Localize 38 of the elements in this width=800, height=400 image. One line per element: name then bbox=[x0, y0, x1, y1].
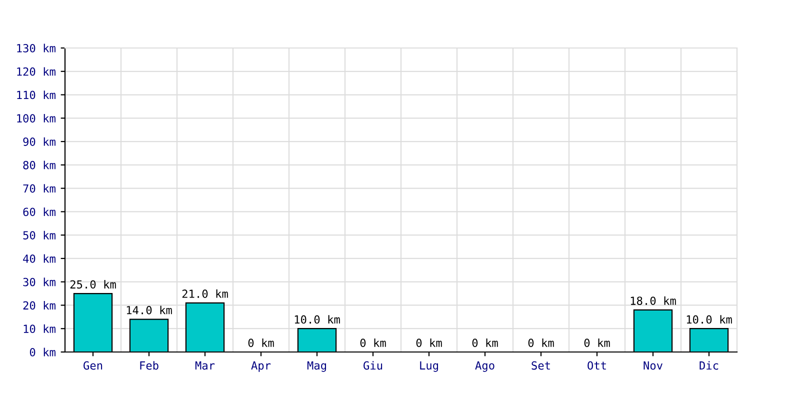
data-label: 0 km bbox=[360, 338, 386, 348]
x-tick-label: Ago bbox=[475, 361, 494, 372]
x-tick-label: Gen bbox=[84, 361, 102, 370]
data-label: 25.0 km bbox=[70, 280, 116, 289]
y-tick-label: 100 km bbox=[17, 114, 56, 123]
data-label: 0 km bbox=[248, 338, 274, 348]
y-tick-label: 130 km bbox=[17, 44, 56, 52]
y-tick-label: 30 km bbox=[23, 278, 56, 286]
y-tick-label: 40 km bbox=[23, 254, 56, 263]
x-tick-label: Ott bbox=[588, 361, 606, 370]
x-tick-label: Dic bbox=[700, 361, 718, 370]
y-tick-label: 80 km bbox=[23, 160, 56, 170]
data-label: 0 km bbox=[528, 338, 554, 348]
y-tick-label: 50 km bbox=[23, 230, 56, 240]
x-tick-label: Apr bbox=[251, 361, 271, 372]
x-tick-label: Mar bbox=[195, 361, 215, 370]
data-label: 18.0 km bbox=[630, 296, 676, 305]
data-label: 0 km bbox=[584, 338, 610, 348]
y-tick-label: 110 km bbox=[17, 90, 56, 100]
data-label: 0 km bbox=[472, 338, 498, 348]
x-tick-label: Set bbox=[532, 361, 550, 370]
x-tick-label: Lug bbox=[420, 361, 438, 372]
data-label: 0 km bbox=[416, 338, 442, 348]
y-tick-label: 20 km bbox=[23, 301, 56, 310]
data-label: 10.0 km bbox=[686, 315, 732, 324]
x-tick-label: Feb bbox=[140, 361, 158, 370]
y-tick-label: 60 km bbox=[23, 208, 56, 216]
y-tick-label: 90 km bbox=[23, 137, 56, 146]
y-tick-label: 10 km bbox=[24, 324, 56, 334]
y-tick-label: 0 km bbox=[30, 348, 56, 356]
x-tick-label: Mag bbox=[307, 361, 326, 372]
y-tick-label: 70 km bbox=[23, 184, 56, 193]
data-label: 21.0 km bbox=[182, 289, 228, 298]
y-tick-label: 120 km bbox=[17, 67, 56, 76]
data-label: 14.0 km bbox=[126, 306, 172, 314]
x-tick-label: Giu bbox=[364, 361, 382, 370]
x-tick-label: Nov bbox=[644, 361, 662, 370]
data-label: 10.0 km bbox=[294, 315, 340, 324]
